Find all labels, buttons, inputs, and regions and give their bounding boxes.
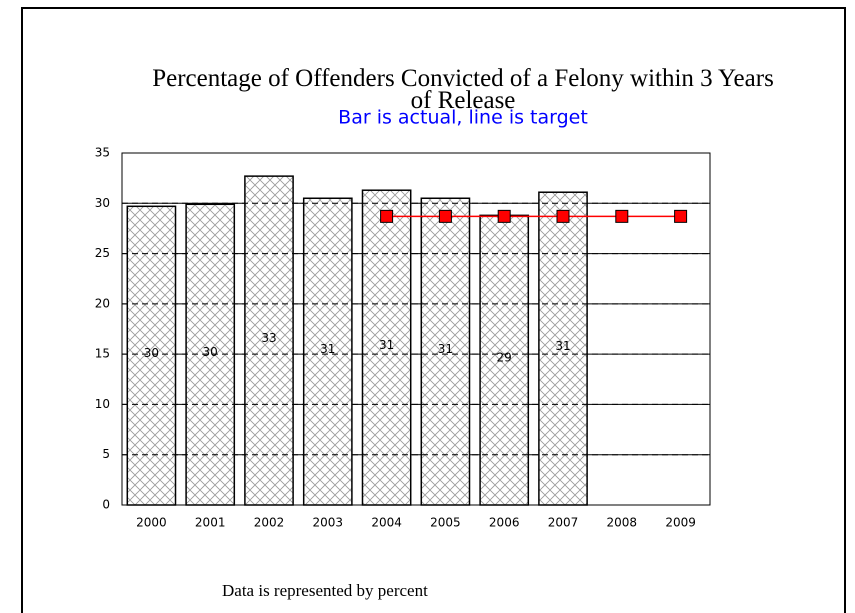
y-tick-label: 30 [95, 196, 110, 210]
frame [21, 7, 846, 613]
x-tick-label: 2001 [195, 516, 226, 530]
bar [244, 175, 294, 506]
target-marker [438, 209, 452, 223]
bar [361, 189, 412, 506]
y-tick-label: 35 [95, 146, 110, 160]
value-label: 31 [438, 342, 453, 356]
bar [302, 197, 353, 506]
x-tick-label: 2009 [665, 516, 696, 530]
value-label: 31 [555, 339, 570, 353]
bar [479, 214, 530, 506]
y-tick-label: 5 [102, 447, 110, 461]
target-marker [615, 209, 629, 223]
x-tick-label: 2002 [254, 516, 285, 530]
value-label: 31 [320, 342, 335, 356]
x-tick-label: 2006 [489, 516, 520, 530]
target-marker [497, 209, 511, 223]
value-label: 33 [261, 331, 276, 345]
x-tick-label: 2005 [430, 516, 461, 530]
plot-frame [121, 152, 711, 506]
footnote: Data is represented by percent [222, 581, 428, 600]
y-tick-label: 10 [95, 397, 110, 411]
value-label: 31 [379, 338, 394, 352]
x-tick-label: 2008 [607, 516, 638, 530]
y-tick-label: 25 [95, 246, 110, 260]
target-marker [556, 209, 570, 223]
x-tick-label: 2007 [548, 516, 579, 530]
value-label: 29 [497, 351, 512, 365]
value-label: 30 [144, 346, 159, 360]
chart-title: Percentage of Offenders Convicted of a F… [152, 65, 774, 114]
target-marker [380, 209, 394, 223]
x-tick-label: 2000 [136, 516, 167, 530]
x-tick-label: 2004 [371, 516, 402, 530]
y-tick-label: 0 [102, 498, 110, 512]
y-tick-label: 20 [95, 296, 110, 310]
bar [126, 205, 177, 506]
bar [538, 191, 588, 506]
x-tick-label: 2003 [313, 516, 344, 530]
value-label: 30 [203, 345, 218, 359]
target-marker [674, 209, 688, 223]
bar [420, 197, 471, 506]
y-tick-label: 15 [95, 347, 110, 361]
chart-subtitle: Bar is actual, line is target [338, 107, 588, 129]
